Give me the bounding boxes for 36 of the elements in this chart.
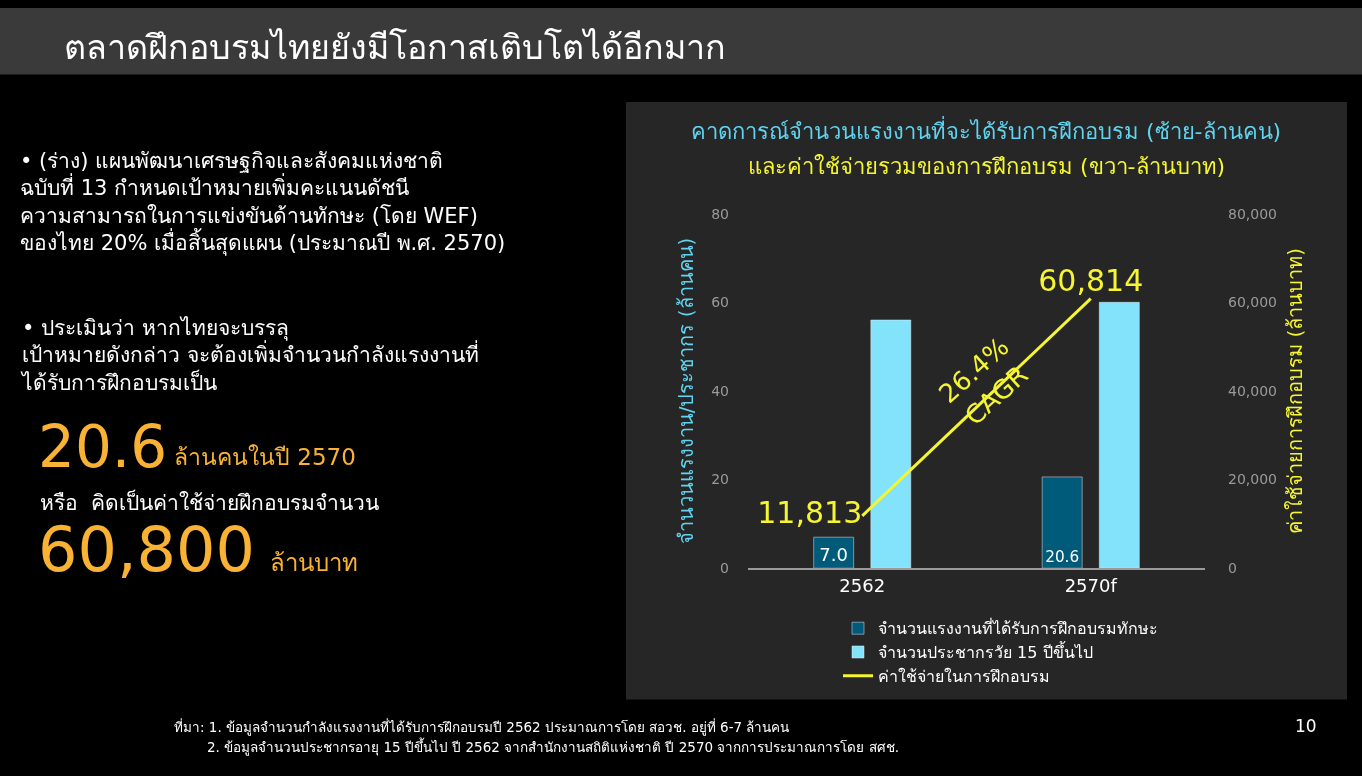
text: 60,800: [38, 513, 255, 586]
y-tick-label: 80: [711, 205, 729, 222]
text: ตลาดฝึกอบรมไทยยังมีโอกาสเติบโตได้อีกมาก: [64, 27, 726, 67]
text: • ประเมินว่า หากไทยจะบรรลุ เป้าหมายดังกล่าว จะต้องเพิ่มจำนวนกำลังแรงงานที่ ได้รับการฝึกอบรมเป็น: [20, 316, 479, 395]
text: ที่มา: 1. ข้อมูลจำนวนกำลังแรงงานที่ได้รับการฝึกอบรมปี 2562 ประมาณการโดย สอวช. อยู่ที่ 6-7 ล้านคน: [174, 718, 790, 736]
data-label: 60,814: [1038, 263, 1144, 299]
chart-subtitle: คาดการณ์จำนวนแรงงานที่จะได้รับการฝึกอบรม (ซ้าย-ล้านคน) และค่าใช้จ่ายรวมของการฝึกอบรม (ขวา-ล้านบาท): [691, 116, 1282, 179]
y-tick-label: 60: [711, 294, 729, 311]
y-tick-label: 0: [720, 560, 729, 577]
text: 2. ข้อมูลจำนวนประชากรอายุ 15 ปีขึ้นไป ปี 2562 จากสำนักงานสถิติแห่งชาติ ปี 2570 จากการประมาณการโดย สศช.: [207, 737, 899, 756]
legend-label: ค่าใช้จ่ายในการฝึกอบรม: [878, 667, 1050, 687]
y-axis-title: จำนวนแรงงาน/ประชากร (ล้านคน): [673, 237, 698, 545]
bar: [1041, 476, 1083, 569]
y2-tick-label: 60,000: [1228, 294, 1277, 311]
bar: [1099, 302, 1140, 569]
y-tick-label: 20: [711, 471, 729, 488]
text: • (ร่าง) แผนพัฒนาเศรษฐกิจและสังคมแห่งชาติ ฉบับที่ 13 กำหนดเป้าหมายเพิ่มคะแนนดัชนี ความสามารถในการแข่งขันด้านทักษะ (โดย WEF) ของไทย 20% เมื่อสิ้นสุดแผน (ประมาณปี พ.ศ. 2570): [20, 149, 506, 256]
text: 10: [1295, 716, 1317, 736]
data-label: 7.0: [819, 544, 849, 566]
data-label: 11,813: [757, 495, 863, 531]
bar: [870, 319, 912, 569]
y-tick-label: 40: [711, 382, 729, 399]
y2-axis-title: ค่าใช้จ่ายการฝึกอบรม (ล้านบาท): [1283, 247, 1308, 534]
text: ล้านคนในปี 2570: [174, 444, 356, 470]
y2-tick-label: 40,000: [1228, 382, 1277, 399]
y2-tick-label: 0: [1228, 560, 1237, 577]
data-label: 20.6: [1045, 547, 1080, 566]
text: หรือ คิดเป็นค่าใช้จ่ายฝึกอบรมจำนวน: [40, 489, 380, 515]
legend-label: จำนวนประชากรวัย 15 ปีขึ้นไป: [878, 641, 1093, 663]
text: 20.6: [38, 413, 168, 481]
x-tick-label: 2562: [839, 574, 886, 596]
y2-tick-label: 80,000: [1228, 205, 1277, 222]
y2-tick-label: 20,000: [1228, 471, 1277, 488]
x-tick-label: 2570f: [1064, 574, 1118, 596]
legend-label: จำนวนแรงงานที่ได้รับการฝึกอบรมทักษะ: [878, 617, 1158, 639]
text: ล้านบาท: [270, 549, 358, 577]
